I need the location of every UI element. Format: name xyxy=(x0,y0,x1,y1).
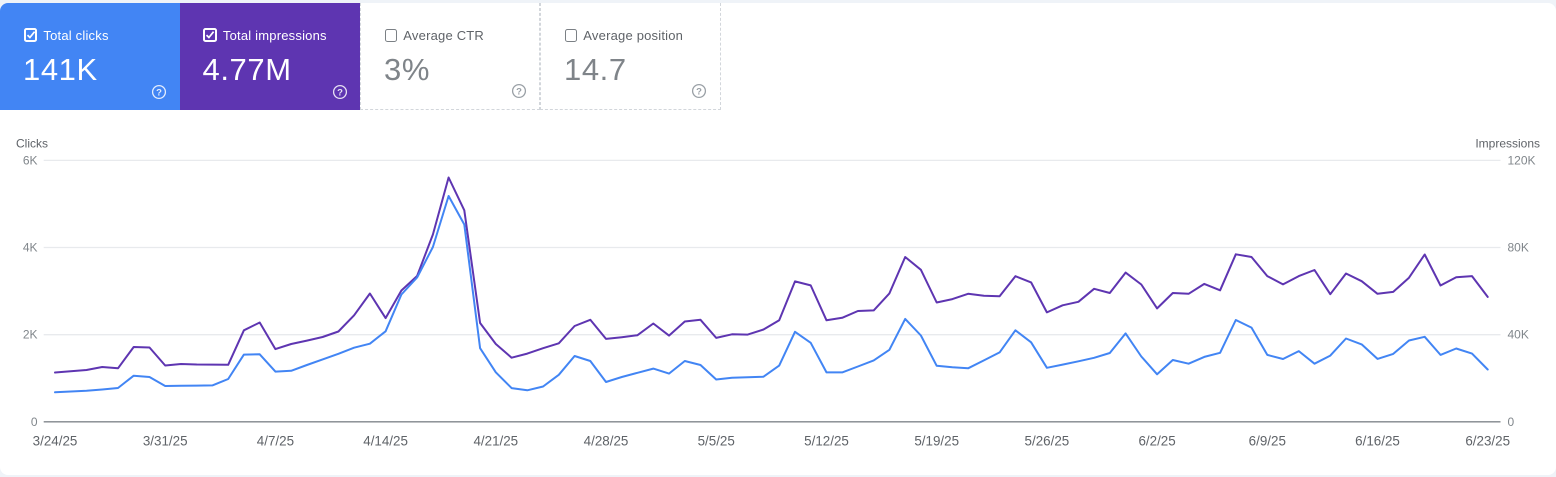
svg-text:?: ? xyxy=(696,86,702,97)
svg-text:5/5/25: 5/5/25 xyxy=(698,434,735,449)
svg-text:2K: 2K xyxy=(23,328,38,342)
svg-text:3/24/25: 3/24/25 xyxy=(33,434,78,449)
svg-text:0: 0 xyxy=(31,415,38,429)
svg-text:4/21/25: 4/21/25 xyxy=(473,434,518,449)
svg-text:120K: 120K xyxy=(1508,153,1536,167)
svg-text:6/16/25: 6/16/25 xyxy=(1355,434,1400,449)
svg-text:6/23/25: 6/23/25 xyxy=(1465,434,1510,449)
svg-text:5/26/25: 5/26/25 xyxy=(1025,434,1070,449)
svg-text:?: ? xyxy=(156,87,162,98)
svg-text:0: 0 xyxy=(1508,415,1515,429)
svg-text:80K: 80K xyxy=(1508,241,1529,255)
svg-text:6/9/25: 6/9/25 xyxy=(1249,434,1286,449)
svg-text:4/7/25: 4/7/25 xyxy=(257,434,294,449)
svg-text:5/19/25: 5/19/25 xyxy=(914,434,959,449)
svg-text:?: ? xyxy=(516,86,522,97)
svg-text:Impressions: Impressions xyxy=(1475,137,1540,151)
svg-text:4/28/25: 4/28/25 xyxy=(584,434,629,449)
svg-text:Clicks: Clicks xyxy=(16,137,48,151)
svg-text:?: ? xyxy=(337,87,343,98)
svg-text:5/12/25: 5/12/25 xyxy=(804,434,849,449)
svg-text:6K: 6K xyxy=(23,153,38,167)
svg-text:40K: 40K xyxy=(1508,328,1529,342)
svg-text:4K: 4K xyxy=(23,241,38,255)
svg-text:6/2/25: 6/2/25 xyxy=(1138,434,1175,449)
svg-text:3/31/25: 3/31/25 xyxy=(143,434,188,449)
svg-text:4/14/25: 4/14/25 xyxy=(363,434,408,449)
